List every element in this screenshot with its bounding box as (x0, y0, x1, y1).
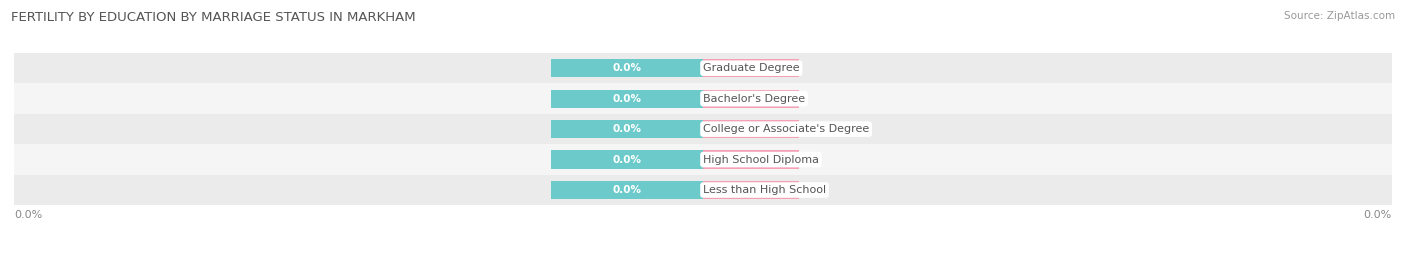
Text: Bachelor's Degree: Bachelor's Degree (703, 94, 806, 104)
Bar (14, 53, 1392, 83)
Text: 0.0%: 0.0% (737, 63, 766, 73)
Text: 0.0%: 0.0% (613, 124, 641, 134)
Text: 0.0%: 0.0% (737, 94, 766, 104)
Text: 0.0%: 0.0% (613, 94, 641, 104)
Bar (14, 175, 1392, 205)
Text: College or Associate's Degree: College or Associate's Degree (703, 124, 869, 134)
Text: 0.0%: 0.0% (737, 185, 766, 195)
Legend: Married, Unmarried: Married, Unmarried (614, 264, 792, 269)
Text: 0.0%: 0.0% (613, 63, 641, 73)
Text: 0.0%: 0.0% (613, 155, 641, 165)
Text: 0.0%: 0.0% (737, 155, 766, 165)
Text: 0.0%: 0.0% (613, 185, 641, 195)
Bar (551, 59, 703, 77)
Bar (703, 150, 800, 169)
Bar (703, 59, 800, 77)
Bar (703, 181, 800, 199)
Bar (14, 144, 1392, 175)
Bar (703, 90, 800, 108)
Bar (551, 120, 703, 138)
Bar (551, 90, 703, 108)
Text: Source: ZipAtlas.com: Source: ZipAtlas.com (1284, 11, 1395, 21)
Text: 0.0%: 0.0% (1364, 210, 1392, 220)
Text: 0.0%: 0.0% (737, 124, 766, 134)
Bar (703, 120, 800, 138)
Text: High School Diploma: High School Diploma (703, 155, 820, 165)
Text: Less than High School: Less than High School (703, 185, 827, 195)
Text: FERTILITY BY EDUCATION BY MARRIAGE STATUS IN MARKHAM: FERTILITY BY EDUCATION BY MARRIAGE STATU… (11, 11, 416, 24)
Bar (14, 114, 1392, 144)
Bar (551, 150, 703, 169)
Text: Graduate Degree: Graduate Degree (703, 63, 800, 73)
Bar (14, 83, 1392, 114)
Text: 0.0%: 0.0% (14, 210, 42, 220)
Bar (551, 181, 703, 199)
